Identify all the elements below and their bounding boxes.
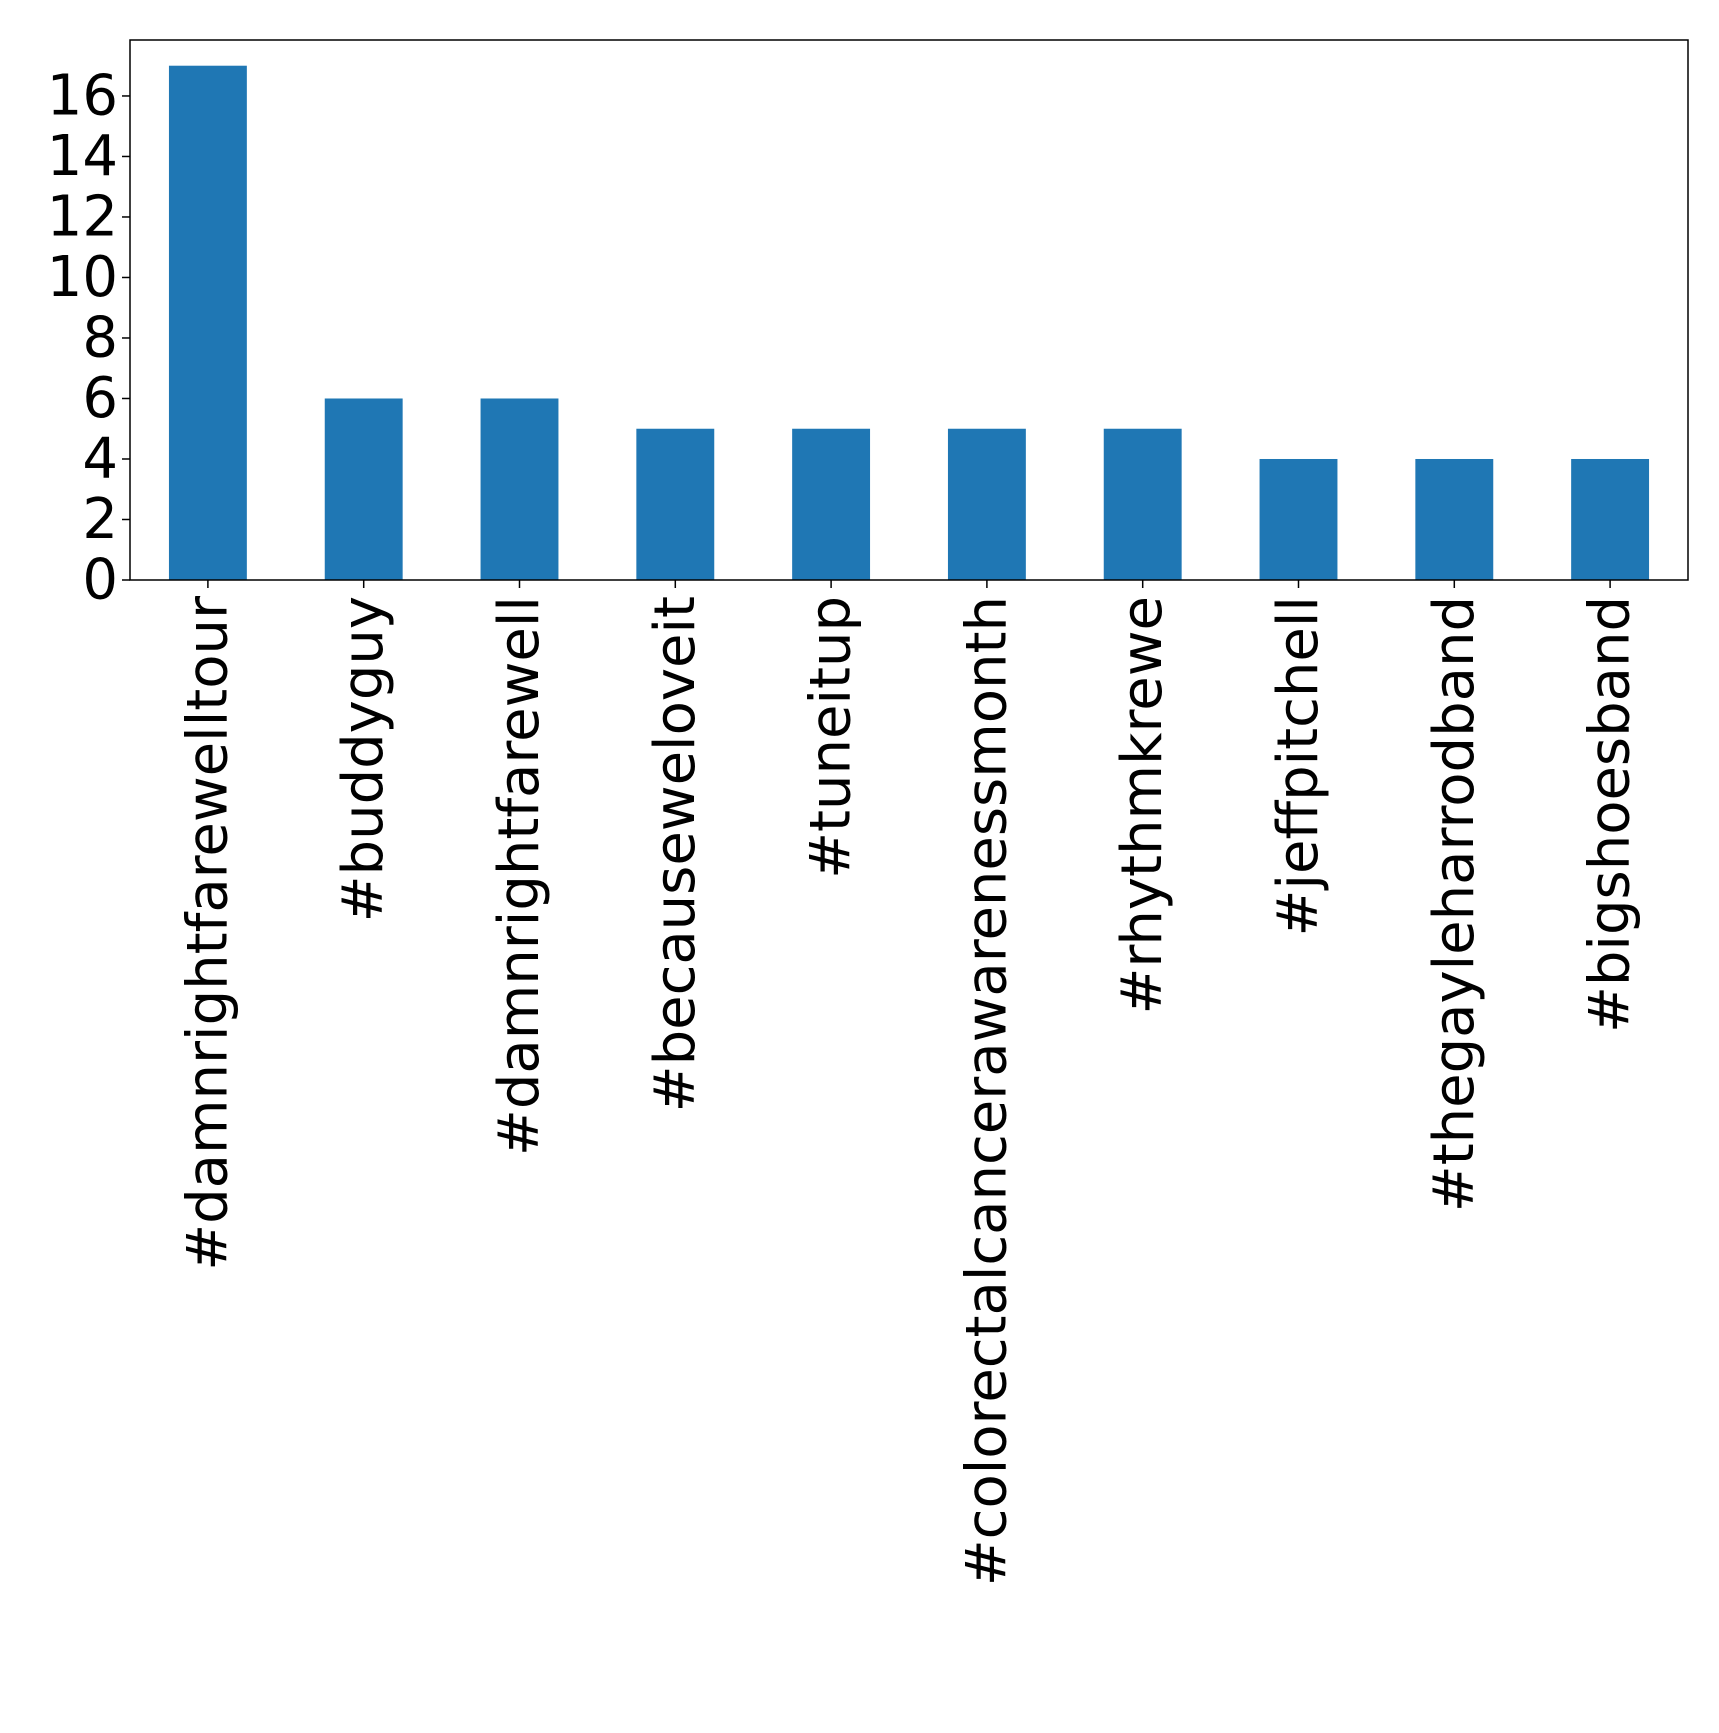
x-axis: #damnrightfarewelltour #buddyguy #damnrigh… <box>175 580 1643 1586</box>
y-tick-label: 0 <box>82 548 118 613</box>
bars-group <box>168 65 1650 580</box>
y-tick-label: 12 <box>47 184 118 249</box>
bar <box>168 65 247 580</box>
x-tick-label: #becauseweloveit <box>643 596 708 1112</box>
bar <box>792 428 871 580</box>
y-tick-label: 2 <box>82 487 118 552</box>
x-tick-label: #damnrightfarewelltour <box>175 595 240 1271</box>
y-tick-label: 4 <box>82 426 118 491</box>
x-tick-label: #damnrightfarewell <box>487 596 552 1156</box>
bar <box>324 398 403 580</box>
bar <box>480 398 559 580</box>
bar <box>1415 458 1494 580</box>
x-tick-label: #rhythmkrewe <box>1110 596 1175 1015</box>
x-tick-label: #colorectalcancerawarenessmonth <box>954 596 1019 1586</box>
bar <box>1103 428 1182 580</box>
plot-frame <box>129 39 1689 581</box>
y-tick-label: 16 <box>47 63 118 128</box>
y-tick-label: 8 <box>82 305 118 370</box>
x-tick-label: #bigshoesband <box>1578 596 1643 1033</box>
x-tick-label: #jeffpitchell <box>1266 596 1331 936</box>
bar <box>1571 458 1650 580</box>
bar <box>947 428 1026 580</box>
x-tick-label: #buddyguy <box>331 596 396 922</box>
y-tick-label: 14 <box>47 124 118 189</box>
x-tick-label: #thegayleharrodband <box>1422 596 1487 1212</box>
x-tick-label: #tuneitup <box>799 596 864 879</box>
bar <box>636 428 715 580</box>
y-tick-label: 6 <box>82 366 118 431</box>
y-tick-label: 10 <box>47 245 118 310</box>
bar <box>1259 458 1338 580</box>
